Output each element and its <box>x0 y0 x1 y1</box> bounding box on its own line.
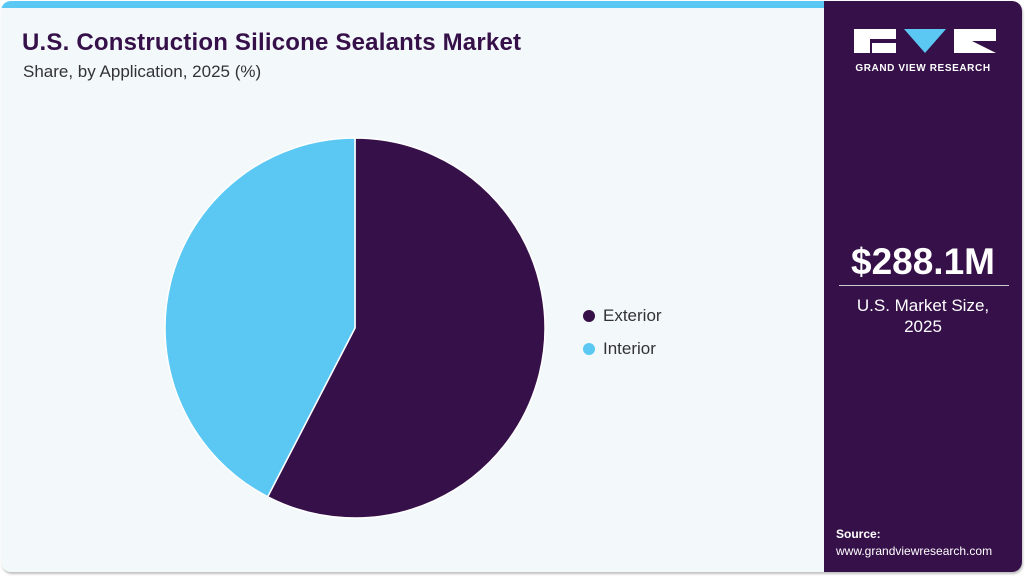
chart-subtitle: Share, by Application, 2025 (%) <box>23 62 262 81</box>
legend-label: Exterior <box>603 305 662 325</box>
legend: Exterior Interior <box>583 299 662 365</box>
market-value: $288.1M <box>851 241 995 282</box>
divider <box>839 285 1009 286</box>
logo-text: GRAND VIEW RESEARCH <box>855 63 991 74</box>
legend-label: Interior <box>603 338 656 358</box>
sidebar-panel: GRAND VIEW RESEARCH $288.1M U.S. Market … <box>824 1 1022 572</box>
market-caption-line2: 2025 <box>904 317 942 336</box>
grand-view-research-logo-icon <box>854 29 996 53</box>
market-caption: U.S. Market Size, 2025 <box>824 295 1022 337</box>
accent-bar <box>1 1 824 8</box>
pie-slice-interior <box>164 137 356 498</box>
pie-chart <box>164 137 546 519</box>
legend-dot-exterior-icon <box>583 309 595 322</box>
source-url[interactable]: www.grandviewresearch.com <box>836 544 993 558</box>
legend-item-interior: Interior <box>583 332 662 365</box>
legend-dot-interior-icon <box>583 342 595 355</box>
legend-item-exterior: Exterior <box>583 299 662 332</box>
market-caption-line1: U.S. Market Size, <box>856 296 990 315</box>
source-label: Source: <box>836 527 881 541</box>
pie-slice-exterior <box>266 137 546 519</box>
chart-title: U.S. Construction Silicone Sealants Mark… <box>22 29 522 56</box>
